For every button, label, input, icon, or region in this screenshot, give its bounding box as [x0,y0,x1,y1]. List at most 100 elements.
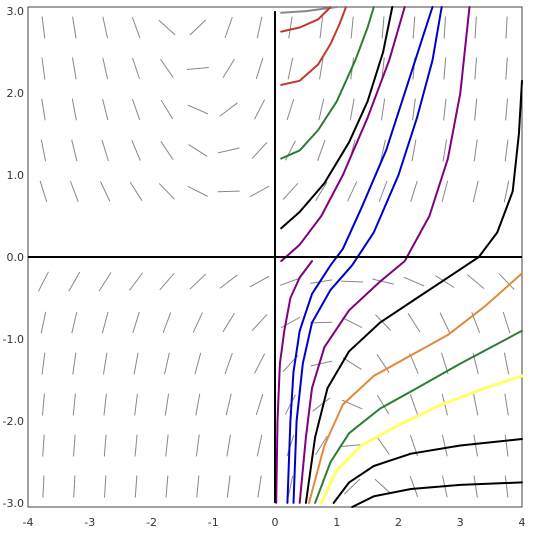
slope-segment [194,352,202,375]
slope-segment [441,180,449,203]
slope-segment [280,316,301,329]
slope-segment [189,273,207,290]
slope-segment [342,357,362,370]
slope-segment [162,312,172,334]
slope-segment [102,352,108,375]
solution-curve-3 [280,6,347,86]
slope-segment [189,19,207,36]
slope-segment [71,139,78,162]
slope-segment [287,475,294,498]
slope-segment [503,180,510,203]
slope-segment [504,393,509,416]
slope-segment [98,272,112,292]
slope-segment [319,16,324,39]
slope-segment [410,180,418,203]
slope-segment [341,444,364,448]
slope-segment [103,434,107,457]
solution-curve-9 [292,6,443,504]
y-tick-label: 1.0 [7,169,25,182]
slope-segment [73,434,76,457]
slope-segment [504,475,509,498]
slope-segment [103,475,107,498]
slope-segment [441,434,448,457]
slope-segment [287,57,294,80]
slope-segment [187,104,209,115]
slope-segment [342,317,363,328]
slope-segment [409,394,419,416]
slope-segment [279,277,301,286]
slope-segment [443,16,447,39]
solution-curve-10 [298,6,471,504]
slope-segment [40,139,47,162]
slope-segment [310,360,333,367]
slope-segment [100,181,111,202]
y-tick-label: 2.0 [7,87,25,100]
slope-segment [282,182,299,200]
solution-curves [275,6,524,508]
slope-segment [466,274,485,290]
slope-segment [257,475,262,498]
slope-segment [41,352,46,375]
slope-segment [251,314,268,332]
slope-segment [503,352,510,375]
slope-segment [347,181,358,202]
slope-segment [249,185,270,198]
slope-segment [372,278,394,285]
slope-segment [129,181,143,201]
slope-segment [310,279,333,284]
slope-segment [249,275,270,288]
y-tick-label: -2.0 [3,415,24,428]
slope-segment [164,352,170,375]
x-tick-label: 3 [457,516,464,529]
slope-segment [129,272,143,291]
slope-segment [219,274,238,289]
slope-segment [473,475,478,498]
solution-curve-11 [304,79,523,504]
slope-segment [158,183,175,200]
slope-segment [195,393,201,416]
slope-segment [72,57,77,80]
slope-segment [312,397,331,412]
slope-segment [504,139,509,162]
slope-segment [41,16,46,39]
slope-segment [505,98,509,121]
slope-segment [101,311,109,334]
slope-segment [165,475,169,498]
slope-segment [222,58,235,79]
solution-curve-16 [351,481,523,508]
slope-segment [160,59,174,78]
y-tick-label: 3.0 [7,5,25,18]
slope-segment [412,98,416,121]
slope-segment [443,98,447,121]
slope-segment [315,181,328,202]
slope-segment [224,16,233,39]
slope-segment [310,321,333,324]
slope-segment [134,434,138,457]
slope-segment [256,16,263,39]
slope-segment [195,434,200,457]
x-tick-label: -3 [84,516,95,529]
slope-segment [224,353,233,375]
y-tick-label: -1.0 [3,333,24,346]
slope-segment [381,57,385,80]
slope-segment [186,66,209,70]
slope-segment [103,393,107,416]
slope-segment [37,271,49,292]
slope-segment [188,144,208,157]
x-tick-label: 2 [395,516,402,529]
slope-segment [315,435,328,456]
slope-segment [502,311,511,334]
x-tick-labels: -4 -3 -2 -1 0 1 2 3 4 [23,516,526,529]
x-tick-label: 1 [333,516,340,529]
slope-segment [72,352,77,375]
slope-segment [72,393,76,416]
slope-segment [219,102,238,117]
slope-segment [288,16,293,39]
slope-segment [72,16,77,39]
slope-segment [73,475,76,498]
slope-segment [226,475,231,498]
x-tick-label: -1 [208,516,219,529]
slope-segment [41,393,45,416]
slope-segment [439,312,450,333]
